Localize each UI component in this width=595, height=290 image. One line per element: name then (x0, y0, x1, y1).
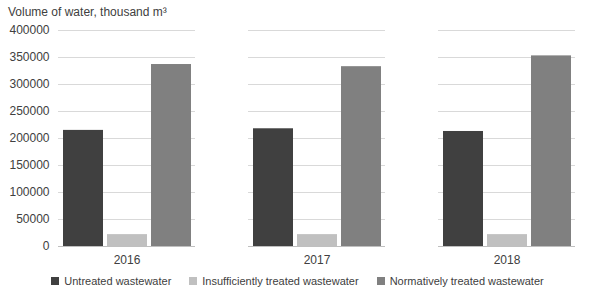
html-text:Volume of water, thousand m³: Volume of water, thousand m³ (8, 5, 167, 19)
svg-text:200000: 200000 (9, 131, 49, 145)
html-text:Untreated wastewater: Untreated wastewater (64, 275, 172, 287)
svg-text:250000: 250000 (9, 104, 49, 118)
svg-text:50000: 50000 (16, 212, 50, 226)
svg-text:300000: 300000 (9, 77, 49, 91)
svg-text:400000: 400000 (9, 23, 49, 37)
svg-text:100000: 100000 (9, 185, 49, 199)
svg-text:2016: 2016 (114, 253, 141, 267)
svg-text:2018: 2018 (494, 253, 521, 267)
html-text:Normatively treated wastewater: Normatively treated wastewater (389, 275, 544, 287)
svg-text:0: 0 (43, 239, 50, 253)
svg-text:350000: 350000 (9, 50, 49, 64)
svg-text:150000: 150000 (9, 158, 49, 172)
html-text:Insufficiently treated wastewa: Insufficiently treated wastewater (202, 275, 359, 287)
svg-text:2017: 2017 (304, 253, 331, 267)
